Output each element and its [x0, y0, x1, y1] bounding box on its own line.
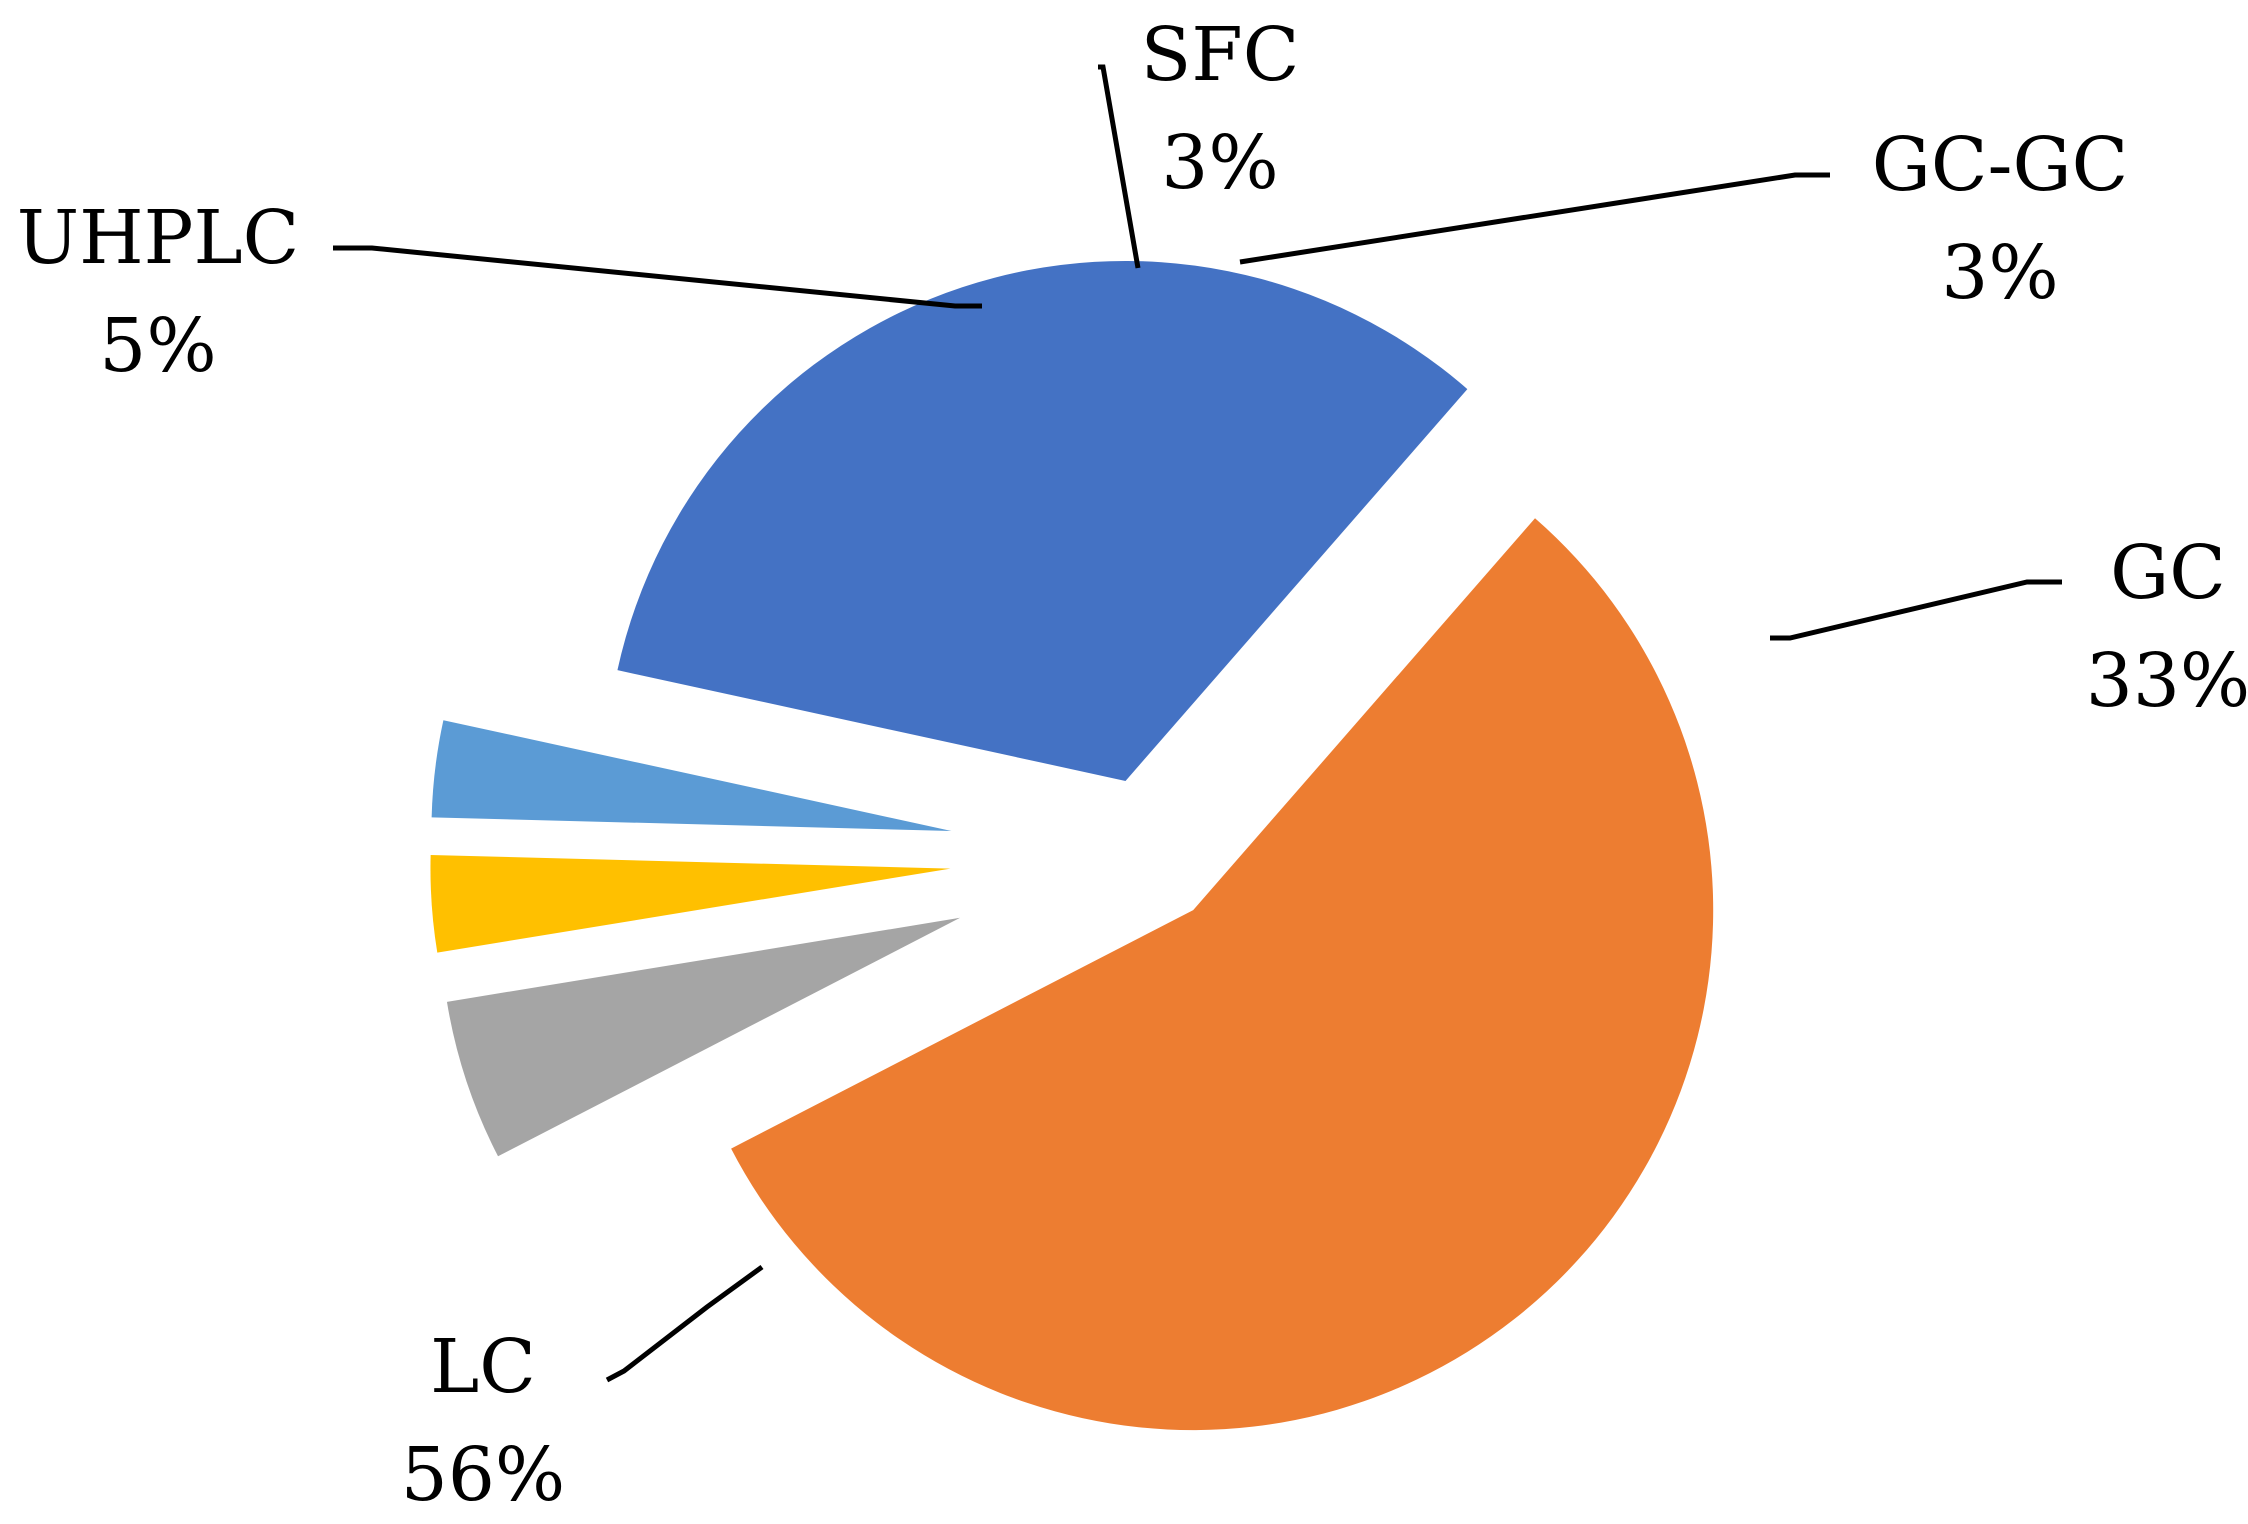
label-sfc-name: SFC — [1141, 12, 1300, 98]
leader-lines — [333, 64, 2062, 1383]
label-lc-name: LC — [430, 1324, 536, 1410]
label-uhplc-name: UHPLC — [17, 195, 299, 281]
label-gc-gc-value: 3% — [1941, 230, 2058, 316]
label-gc-name: GC — [2110, 530, 2226, 616]
data-labels: GC-GC 3% GC 33% LC 56% UHPLC 5% SFC 3% — [17, 12, 2248, 1518]
pie-slice-sfc — [430, 854, 951, 953]
pie-slice-lc — [731, 518, 1714, 1431]
leader-line-uhplc — [333, 245, 982, 309]
label-lc-value: 56% — [401, 1432, 565, 1518]
leader-line-lc — [605, 1264, 764, 1383]
pie-slices — [430, 260, 1714, 1431]
pie-slice-gc — [617, 260, 1468, 781]
label-gc-value: 33% — [2086, 638, 2248, 724]
pie-slice-uhplc — [446, 917, 961, 1157]
pie-slice-gc-gc — [431, 720, 952, 831]
leader-line-gc — [1770, 579, 2062, 641]
leader-line-gc-gc — [1239, 172, 1830, 265]
label-uhplc-value: 5% — [99, 303, 216, 389]
label-sfc-value: 3% — [1161, 120, 1278, 206]
leader-line-sfc — [1098, 64, 1141, 269]
label-gc-gc-name: GC-GC — [1872, 122, 2128, 208]
